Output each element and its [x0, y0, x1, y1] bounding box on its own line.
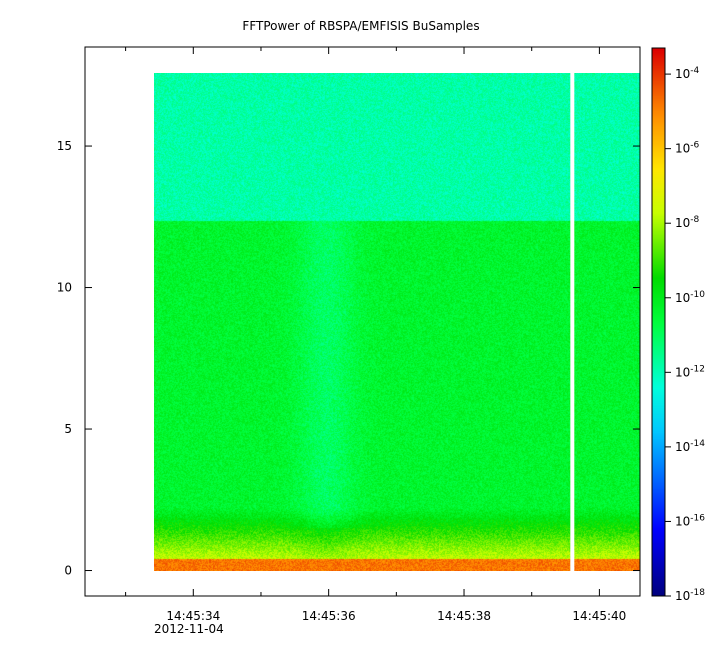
colorbar-tick-label: 10-14: [675, 439, 705, 454]
plot-area: 0 5 10 15 14:45:34 14:45:36 14:45:38 14:45:40: [57, 46, 641, 623]
y-tick-label: 15: [57, 139, 72, 153]
x-tick-label: 14:45:40: [572, 609, 626, 623]
y-tick-label: 10: [57, 281, 72, 295]
colorbar-frame: [651, 47, 666, 597]
y-axis: 0 5 10 15: [57, 139, 640, 578]
chart-title: FFTPower of RBSPA/EMFISIS BuSamples: [242, 19, 479, 33]
x-tick-label: 14:45:34: [166, 609, 220, 623]
colorbar-tick-label: 10-8: [675, 215, 700, 230]
colorbar-tick-label: 10-6: [675, 141, 700, 156]
plot-frame: [84, 46, 641, 597]
colorbar: 10-4 10-6 10-8 10-10 10-12 10-14 10-16 10-18: [651, 47, 705, 603]
data-gap: [570, 73, 575, 571]
colorbar-tick-label: 10-12: [675, 364, 705, 379]
spectrogram-heatmap: [154, 73, 640, 571]
x-tick-label: 14:45:38: [437, 609, 491, 623]
colorbar-gradient: [652, 48, 665, 596]
x-date-label: 2012-11-04: [154, 622, 224, 636]
colorbar-ticks: 10-4 10-6 10-8 10-10 10-12 10-14 10-16 10-18: [665, 66, 705, 603]
y-tick-label: 0: [64, 564, 72, 578]
y-tick-label: 5: [64, 422, 72, 436]
x-axis: 14:45:34 14:45:36 14:45:38 14:45:40: [125, 47, 626, 623]
colorbar-tick-label: 10-18: [675, 588, 705, 603]
colorbar-tick-label: 10-4: [675, 66, 700, 81]
x-tick-label: 14:45:36: [302, 609, 356, 623]
colorbar-tick-label: 10-16: [675, 513, 705, 528]
colorbar-tick-label: 10-10: [675, 290, 705, 305]
